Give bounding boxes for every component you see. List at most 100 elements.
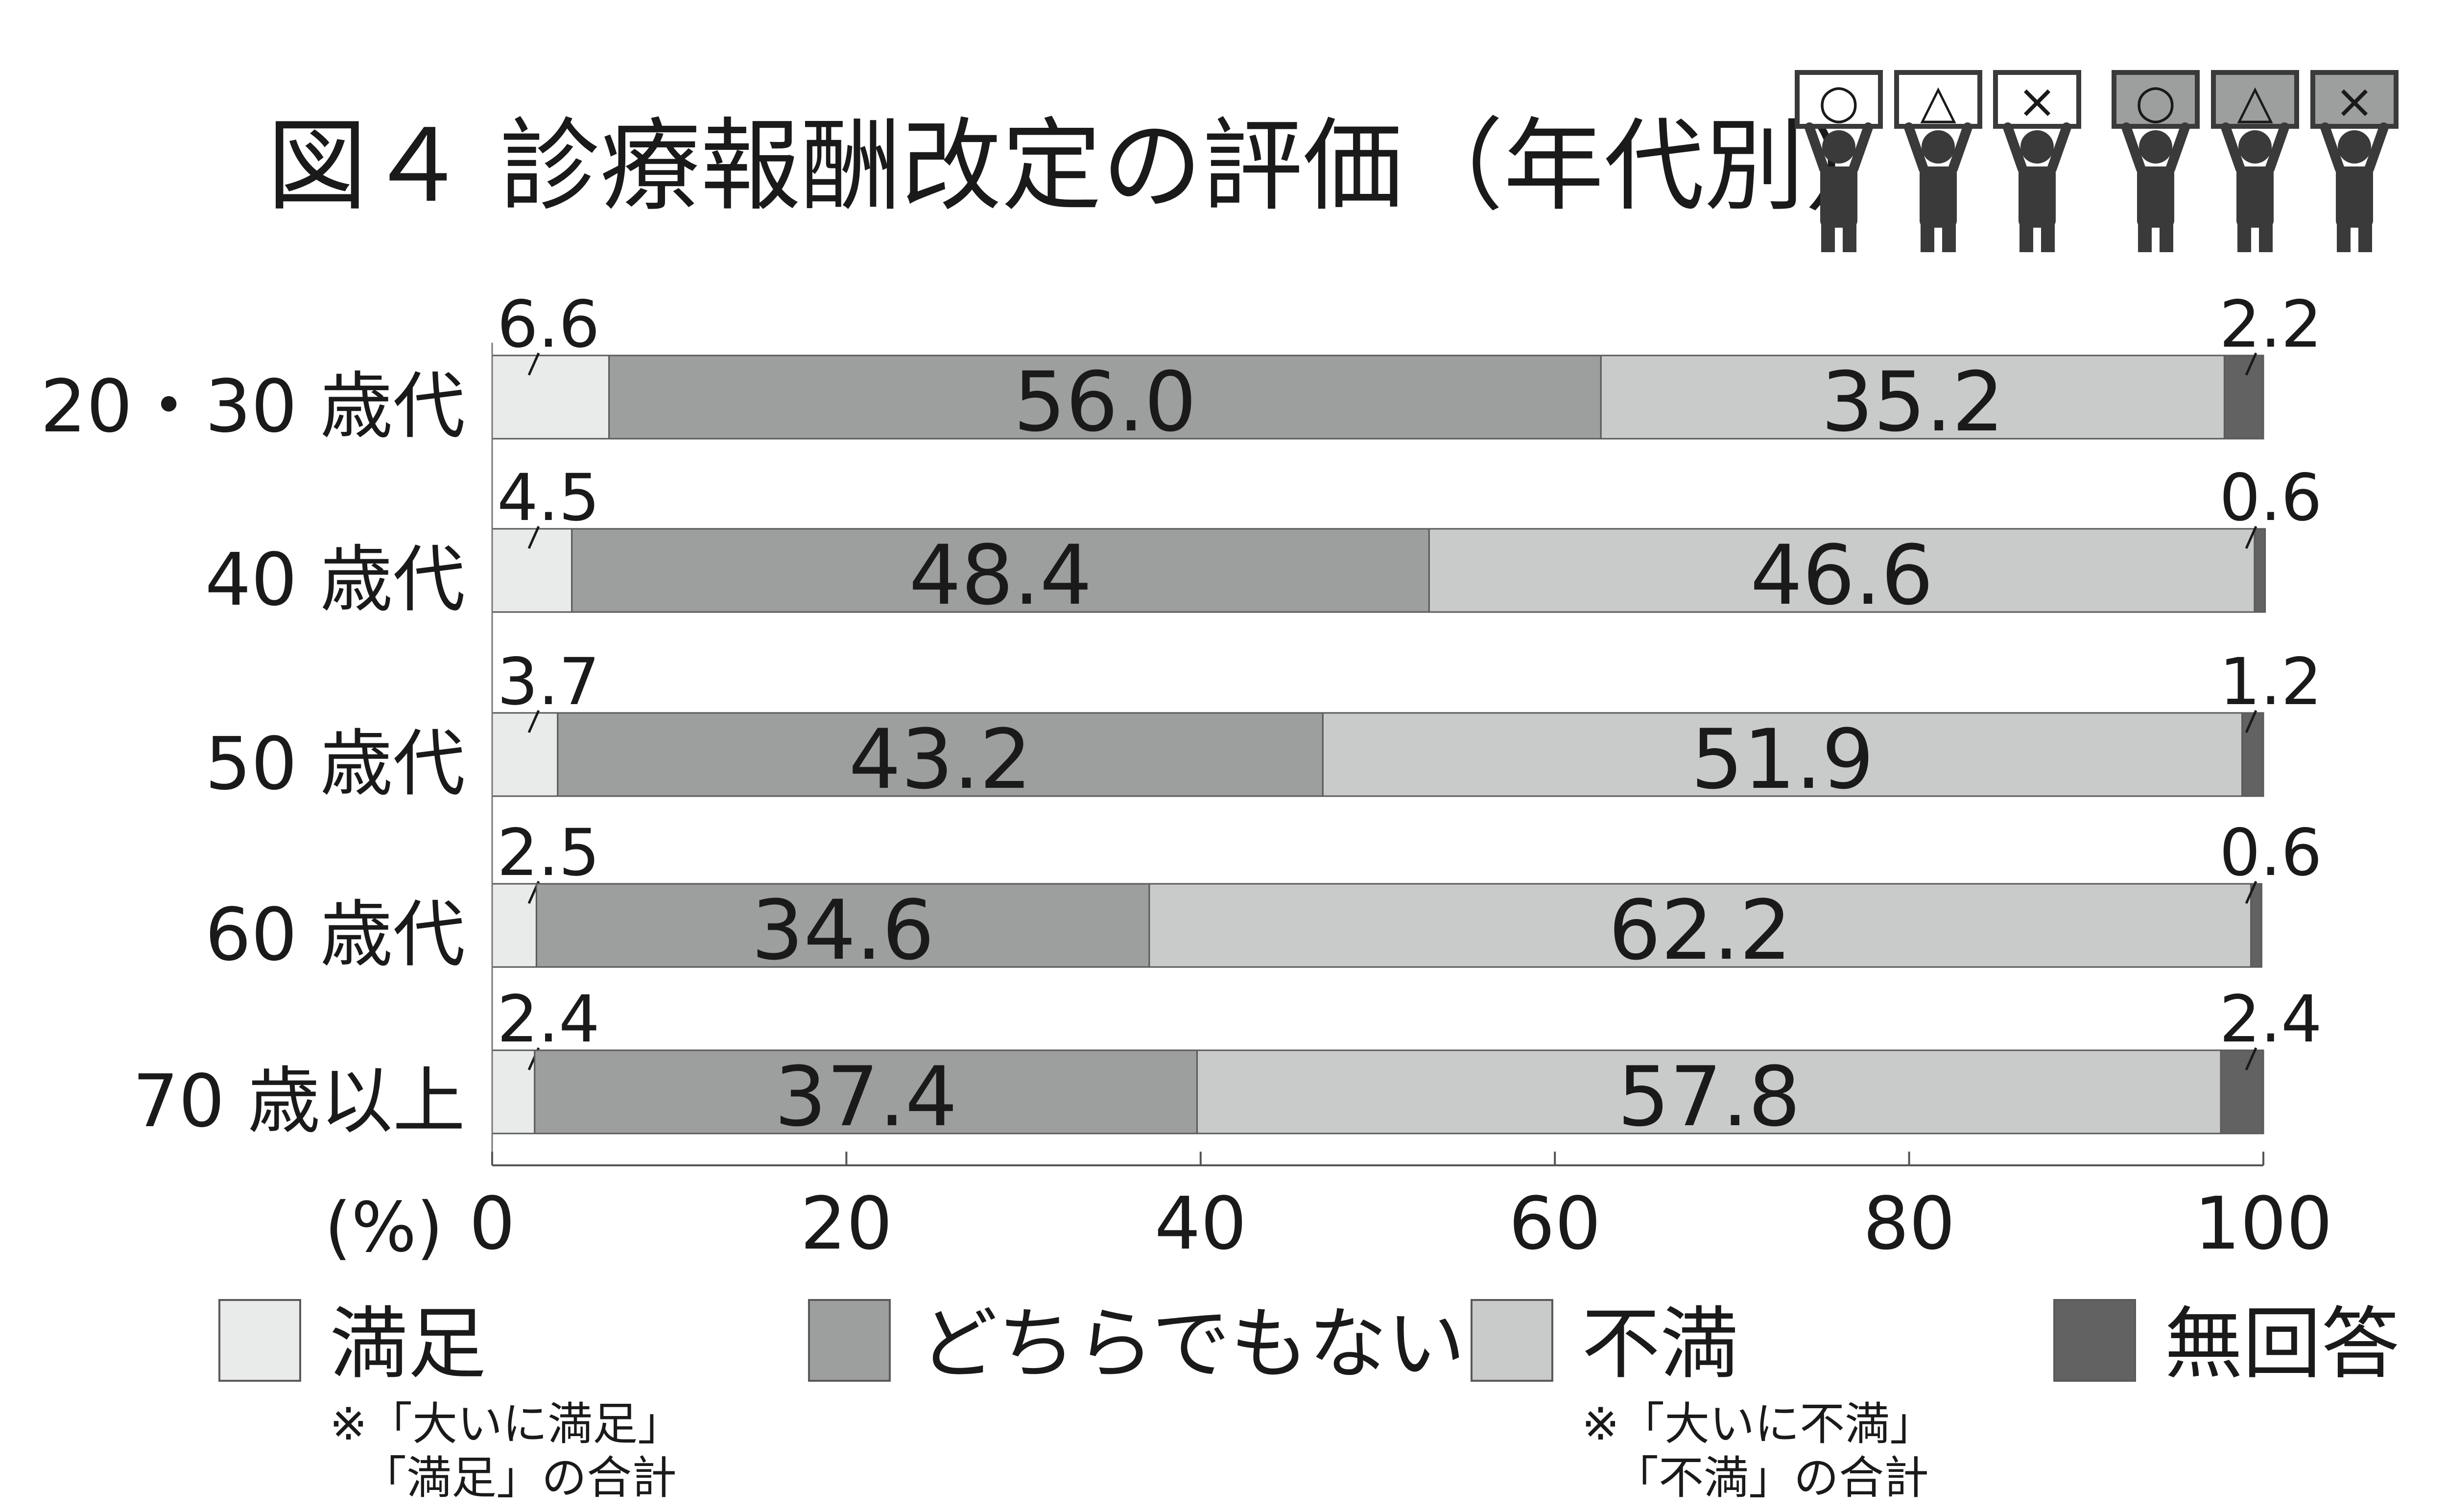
- legend-label: 不満: [1582, 1298, 1738, 1390]
- data-label: 46.6: [1750, 527, 1933, 623]
- legend: 満足※「大いに満足」「満足」の合計 どちらでもない 不満※「大いに不満」「不満」の合…: [218, 1298, 2399, 1504]
- bar-segment: [2241, 712, 2264, 797]
- leader-line: [527, 525, 540, 549]
- person-body: [1820, 166, 1857, 228]
- person-head: [2020, 130, 2054, 164]
- bar-segment: [1322, 712, 2243, 797]
- person-leg: [2259, 215, 2273, 252]
- person-head: [2238, 130, 2272, 164]
- person-arm: [2320, 122, 2345, 174]
- category-label: 60 歳代: [205, 893, 465, 977]
- person-body: [1920, 166, 1957, 228]
- person-head: [1922, 130, 1955, 164]
- person-arm: [2003, 122, 2027, 174]
- bar-segment: [535, 883, 1150, 968]
- person-holding-sign-icon: ×: [2310, 70, 2399, 252]
- data-label: 2.4: [497, 982, 600, 1057]
- person-leg: [2019, 215, 2033, 252]
- person-leg: [2358, 215, 2372, 252]
- tick-label: 20: [800, 1181, 892, 1266]
- person-leg: [1921, 215, 1934, 252]
- legend-label: どちらでもない: [919, 1298, 1465, 1390]
- sign-symbol: △: [2237, 74, 2273, 129]
- bar-segment: [1196, 1049, 2222, 1134]
- sign-symbol: ×: [2018, 74, 2057, 129]
- x-axis: 0 20 40 60 80 100 (%): [325, 343, 2332, 1268]
- data-label: 3.7: [497, 644, 600, 720]
- data-label: 37.4: [774, 1049, 957, 1145]
- person-holding-sign-icon: ×: [1993, 70, 2081, 252]
- person-head: [2139, 130, 2172, 164]
- person-arm: [2265, 122, 2289, 174]
- person-body: [2137, 166, 2174, 228]
- data-label: 0.6: [2219, 815, 2322, 891]
- legend-note: ※「大いに不満」「不満」の合計: [1582, 1398, 1935, 1504]
- bar-segment: [2223, 354, 2264, 440]
- data-label: 48.4: [909, 527, 1092, 623]
- person-holding-sign-icon: △: [1894, 70, 1982, 252]
- person-leg: [2041, 215, 2055, 252]
- person-holding-sign-icon: △: [2211, 70, 2299, 252]
- leader-line: [527, 709, 540, 733]
- bar-segment: [491, 354, 610, 440]
- legend-swatch: [2053, 1299, 2136, 1382]
- sign-board: [1894, 70, 1982, 129]
- person-arm: [1904, 122, 1928, 174]
- person-leg: [2160, 215, 2173, 252]
- data-label: 62.2: [1609, 882, 1792, 978]
- category-label: 40 歳代: [205, 538, 465, 622]
- data-label: 2.4: [2219, 982, 2322, 1057]
- person-leg: [1942, 215, 1956, 252]
- leader-line: [2245, 709, 2257, 733]
- tick-label: 0: [469, 1181, 515, 1266]
- person-body: [2336, 166, 2373, 228]
- bar-segment: [491, 712, 559, 797]
- figure-icons: ○ △ × ○ △ ×: [1795, 70, 2399, 252]
- leader-line: [527, 352, 540, 376]
- category-label: 20・30 歳代: [40, 364, 465, 449]
- category-label: 50 歳代: [205, 722, 465, 806]
- data-label: 51.9: [1691, 711, 1874, 807]
- legend-label: 無回答: [2164, 1298, 2399, 1390]
- tick-label: 60: [1509, 1181, 1601, 1266]
- legend-swatch: [1471, 1299, 1553, 1382]
- legend-note: ※「大いに満足」「満足」の合計: [330, 1398, 683, 1504]
- person-head: [1822, 130, 1855, 164]
- leader-line: [2245, 525, 2257, 549]
- data-label: 56.0: [1013, 354, 1196, 450]
- sign-symbol: △: [1920, 74, 1956, 129]
- bar-segment: [608, 354, 1602, 440]
- data-label: 2.2: [2219, 287, 2322, 362]
- sign-board: [1993, 70, 2081, 129]
- tick-label: 80: [1863, 1181, 1955, 1266]
- data-label: 1.2: [2219, 644, 2322, 720]
- legend-swatch: [808, 1299, 891, 1382]
- sign-board: [2310, 70, 2399, 129]
- leader-line: [2245, 352, 2257, 376]
- person-leg: [2337, 215, 2351, 252]
- person-arm: [1849, 122, 1873, 174]
- x-axis-label: (%): [325, 1188, 443, 1268]
- sign-symbol: ×: [2335, 74, 2374, 129]
- category-label: 70 歳以上: [133, 1059, 465, 1143]
- legend-swatch: [218, 1299, 301, 1382]
- data-label: 0.6: [2219, 460, 2322, 536]
- data-label: 2.5: [497, 815, 600, 891]
- sign-symbol: ○: [2135, 74, 2176, 129]
- person-holding-sign-icon: ○: [2112, 70, 2200, 252]
- chart-title: 図４ 診療報酬改定の評価（年代別）: [267, 108, 1905, 225]
- data-label: 4.5: [497, 460, 600, 536]
- person-leg: [2237, 215, 2251, 252]
- data-label: 34.6: [751, 882, 934, 978]
- person-body: [2019, 166, 2056, 228]
- person-body: [2236, 166, 2274, 228]
- person-arm: [2165, 122, 2190, 174]
- bar-segment: [1148, 883, 2252, 968]
- person-leg: [1843, 215, 1856, 252]
- person-holding-sign-icon: ○: [1795, 70, 1883, 252]
- person-head: [2338, 130, 2371, 164]
- data-label: 6.6: [497, 287, 600, 362]
- bar-segment: [491, 883, 537, 968]
- sign-board: [1795, 70, 1883, 129]
